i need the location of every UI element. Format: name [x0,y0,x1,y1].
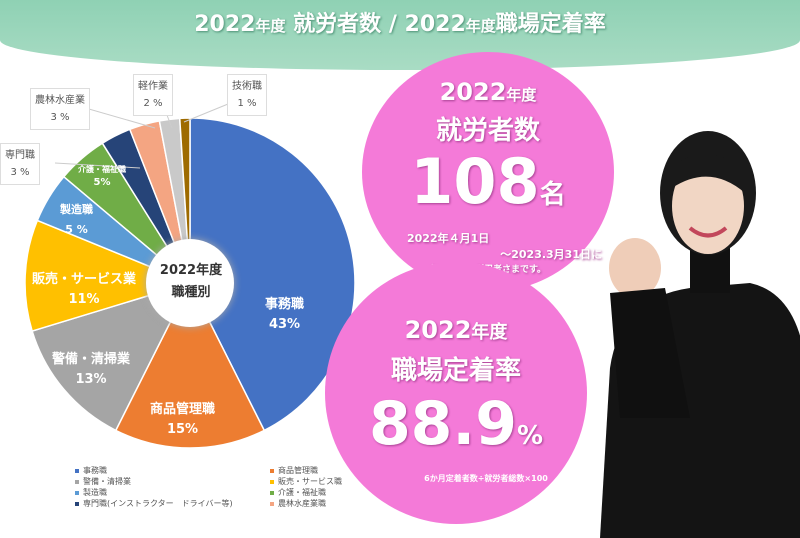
period-start: 2022年４月1日 [407,232,490,245]
title-year: 2022 [404,12,466,37]
title-sep: / [388,12,397,37]
callout-specialist: 専門職 3 % [0,143,40,185]
retention-formula: 6か月定着者数÷就労者総数×100 [424,474,548,483]
pie-slice-3 [24,219,193,332]
retention-label: 職場定着率 [390,356,521,386]
legend-item: 農林水産業職 [270,498,326,510]
callout-light-work: 軽作業 2 % [133,74,173,116]
workers-label: 就労者数 [435,116,540,146]
workers-circle: 2022年度 就労者数 108名 2022年４月1日 ～2023.3月31日に … [362,52,614,292]
label-sales: 販売・サービス業 11% [32,272,137,307]
page-title: 2022年度 就労者数 / 2022年度職場定着率 [0,6,800,38]
legend-item: 商品管理職 [270,465,318,477]
title-nendo: 年度 [465,17,496,35]
label-manufacturing: 製造職 5 % [60,203,93,236]
pie-center-hole [146,239,234,327]
legend-item: 警備・清掃業 [75,476,131,488]
title-retention: 職場定着率 [495,12,606,37]
retention-circle: 2022年度 職場定着率 88.9% 6か月定着者数÷就労者総数×100 [325,262,587,524]
callout-agri: 農林水産業 3 % [30,88,90,130]
pie-center-label: 2022年度 職種別 [159,263,223,300]
legend-item: 製造職 [75,487,107,499]
header-banner [0,0,800,70]
callout-leader-line [54,162,141,169]
legend-item: 事務職 [75,465,107,477]
workers-count: 108名 [410,145,566,218]
pie-slice-0 [189,117,356,432]
pie-slice-1 [114,281,266,449]
legend-item: 販売・サービス職 [270,476,342,488]
label-care: 介護・福祉職 5% [78,165,126,188]
pie-slice-2 [31,281,192,432]
label-office: 事務職 43% [265,297,305,332]
title-nendo: 年度 [255,17,286,35]
workers-year: 2022年度 [439,78,537,106]
label-goods: 商品管理職 15% [150,402,216,437]
legend-item: 専門職(インストラクター ドライバー等) [75,498,233,510]
callout-tech: 技術職 1 % [227,74,267,116]
period-end: ～2023.3月31日に [500,248,602,261]
retention-year: 2022年度 [404,316,508,344]
legend-item: 介護・福祉職 [270,487,326,499]
label-security: 警備・清掃業 13% [52,352,131,387]
retention-rate: 88.9% [368,389,544,459]
title-workers: 就労者数 [293,12,382,37]
person-photo [600,131,800,538]
title-year: 2022 [194,12,256,37]
